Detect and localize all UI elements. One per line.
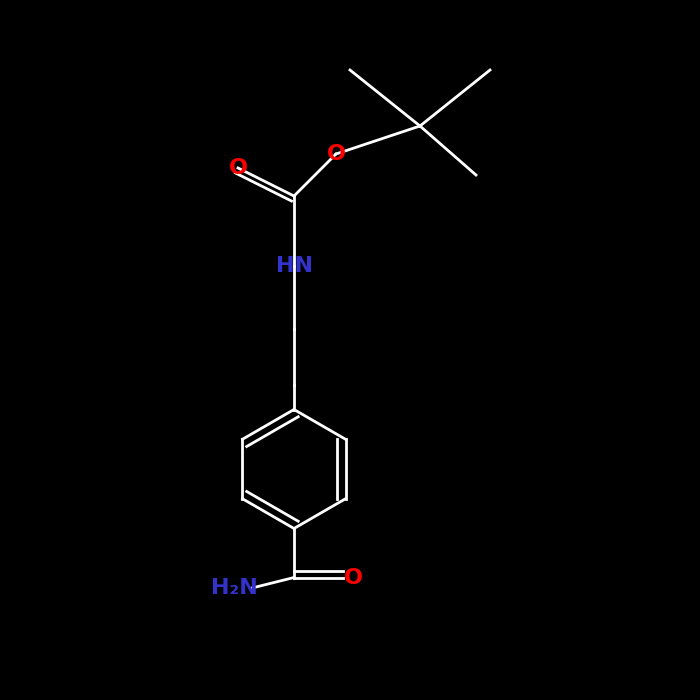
Text: O: O	[344, 568, 363, 587]
Text: O: O	[228, 158, 248, 178]
Text: HN: HN	[276, 256, 312, 276]
Text: H₂N: H₂N	[211, 578, 258, 598]
Text: O: O	[326, 144, 346, 164]
